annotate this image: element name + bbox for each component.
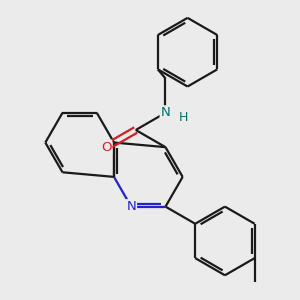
Text: H: H [179,111,188,124]
Text: O: O [101,141,111,154]
Text: N: N [160,106,170,119]
Text: N: N [126,200,136,213]
